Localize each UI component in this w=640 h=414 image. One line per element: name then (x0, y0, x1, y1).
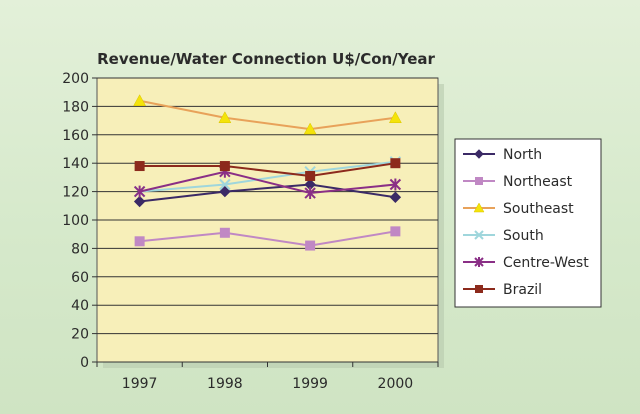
legend-item-northeast: Northeast (463, 174, 573, 190)
legend-label-brazil: Brazil (503, 282, 542, 298)
series-centre-west (133, 165, 402, 200)
ytick-label-80: 80 (71, 241, 89, 257)
ytick-label-200: 200 (62, 71, 89, 87)
legend-label-south: South (503, 228, 544, 244)
point-northeast-1998 (219, 227, 230, 238)
legend-label-northeast: Northeast (503, 174, 573, 190)
series-southeast (133, 94, 402, 135)
ytick-label-20: 20 (71, 327, 89, 343)
point-brazil-1998 (219, 161, 230, 172)
legend-item-north: North (463, 147, 542, 163)
series-line-north (139, 183, 396, 203)
point-centre-west-1997 (133, 185, 146, 198)
legend-item-brazil: Brazil (463, 282, 542, 298)
xtick-label-1998: 1998 (207, 376, 243, 392)
legend-marker-northeast (475, 177, 483, 185)
legend-label-centre-west: Centre-West (503, 255, 589, 271)
legend-item-centre-west: Centre-West (463, 255, 589, 271)
point-southeast-2000 (388, 111, 402, 124)
legend-marker-north (474, 149, 484, 159)
point-north-1998 (219, 185, 231, 198)
xtick-label-1999: 1999 (292, 376, 328, 392)
point-southeast-1997 (133, 94, 147, 106)
ytick-label-0: 0 (80, 355, 89, 371)
point-brazil-1997 (134, 161, 145, 172)
point-brazil-1999 (305, 170, 316, 181)
point-south-1998 (219, 178, 231, 191)
point-southeast-1999 (303, 122, 317, 135)
ytick-label-60: 60 (71, 270, 89, 286)
ytick-label-160: 160 (62, 128, 89, 144)
ytick-label-140: 140 (62, 156, 89, 172)
point-north-2000 (389, 191, 402, 203)
series-line-south (139, 160, 396, 193)
xtick-label-1997: 1997 (122, 376, 158, 392)
point-north-1997 (133, 195, 146, 208)
series-brazil (134, 158, 401, 181)
legend-label-southeast: Southeast (503, 201, 574, 217)
series-north (133, 178, 402, 208)
legend-marker-centre-west (474, 257, 484, 267)
series-line-centre-west (139, 170, 396, 195)
legend-marker-brazil (475, 285, 483, 293)
point-northeast-1999 (305, 240, 316, 251)
xtick-label-2000: 2000 (378, 376, 414, 392)
point-centre-west-1999 (304, 187, 316, 200)
series-line-southeast (139, 99, 396, 131)
ytick-label-180: 180 (62, 99, 89, 115)
legend-box (454, 138, 602, 308)
point-northeast-1997 (134, 236, 145, 247)
point-brazil-2000 (390, 158, 401, 169)
legend-label-north: North (503, 147, 542, 163)
series-northeast (134, 226, 401, 251)
point-centre-west-2000 (389, 178, 402, 191)
series-line-brazil (139, 162, 396, 177)
series-line-northeast (139, 230, 396, 247)
chart-title: Revenue/Water Connection U$/Con/Year (97, 50, 435, 68)
legend-marker-south (474, 230, 484, 240)
ytick-label-100: 100 (62, 213, 89, 229)
ytick-label-120: 120 (62, 185, 89, 201)
point-southeast-1998 (218, 111, 232, 124)
point-northeast-2000 (390, 226, 401, 237)
ytick-label-40: 40 (71, 298, 89, 314)
legend-marker-southeast (473, 202, 485, 213)
legend-item-south: South (463, 228, 544, 244)
legend-item-southeast: Southeast (463, 201, 574, 217)
